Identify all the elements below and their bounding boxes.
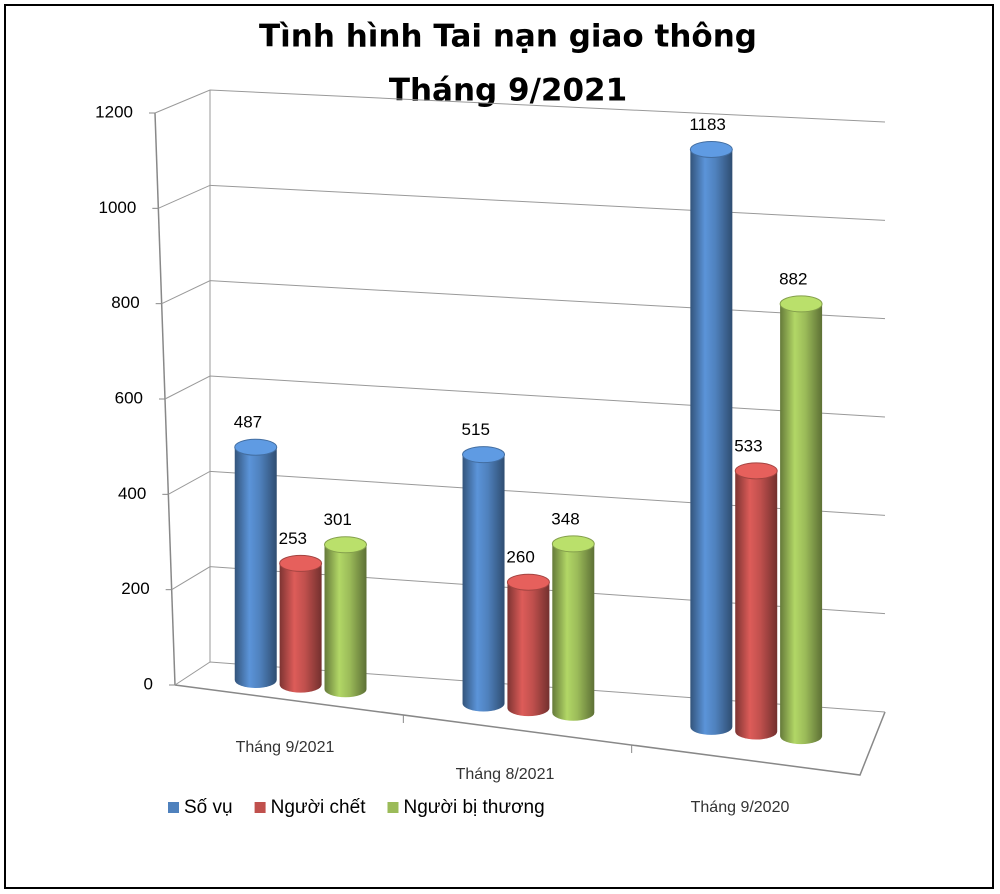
value-label: 1183 [689, 115, 726, 134]
cylinder-body [279, 563, 322, 693]
cylinder-top [779, 295, 823, 313]
chart-title: Tháng 9/2021 [389, 73, 627, 109]
cylinder-body [507, 582, 550, 717]
cylinder-top [462, 446, 506, 464]
y-tick-label: 800 [111, 293, 139, 312]
legend-label: Số vụ [184, 797, 233, 818]
x-tick-label: Tháng 8/2021 [456, 766, 555, 783]
grid-line [161, 280, 886, 320]
chart-border [4, 4, 994, 889]
grid-line [174, 661, 886, 713]
value-label: 515 [462, 420, 490, 439]
legend-swatch [387, 802, 399, 813]
cylinder-top [506, 573, 550, 591]
value-label: 533 [734, 436, 762, 455]
cylinder-body [234, 447, 277, 689]
legend-label: Người bị thương [403, 797, 544, 818]
value-label: 253 [279, 529, 307, 548]
cylinder-body [462, 454, 505, 712]
y-tick-label: 1000 [99, 198, 137, 217]
grid-line [154, 89, 886, 123]
cylinder-body [780, 303, 823, 745]
grid-line [158, 184, 886, 221]
cylinder-body [324, 544, 367, 698]
value-label: 260 [506, 548, 534, 567]
legend-swatch [168, 802, 179, 813]
cylinder-top [324, 536, 367, 554]
grid-line [171, 566, 886, 615]
grid-line [168, 470, 886, 516]
cylinder-top [551, 535, 595, 553]
y-tick-label: 0 [144, 674, 153, 693]
value-label: 348 [551, 509, 579, 528]
y-tick-label: 1200 [95, 102, 133, 121]
legend-swatch [254, 802, 266, 813]
grid-line [164, 375, 886, 418]
cylinder-body [735, 470, 778, 740]
value-label: 301 [324, 510, 352, 529]
value-label: 882 [779, 269, 807, 288]
cylinder-body [690, 149, 733, 735]
value-label: 487 [234, 413, 262, 432]
y-tick-label: 600 [115, 388, 143, 407]
x-tick-label: Tháng 9/2021 [236, 739, 335, 756]
legend-label: Người chết [271, 797, 367, 818]
chart-title: Tình hình Tai nạn giao thông [259, 19, 757, 55]
cylinder-top [689, 140, 733, 158]
y-tick-label: 400 [118, 484, 146, 503]
y-tick-label: 200 [121, 579, 149, 598]
cylinder-body [552, 543, 595, 721]
cylinder-top [234, 438, 278, 456]
cylinder-top [734, 462, 778, 480]
x-tick-label: Tháng 9/2020 [691, 799, 790, 816]
cylinder-top [279, 554, 323, 572]
